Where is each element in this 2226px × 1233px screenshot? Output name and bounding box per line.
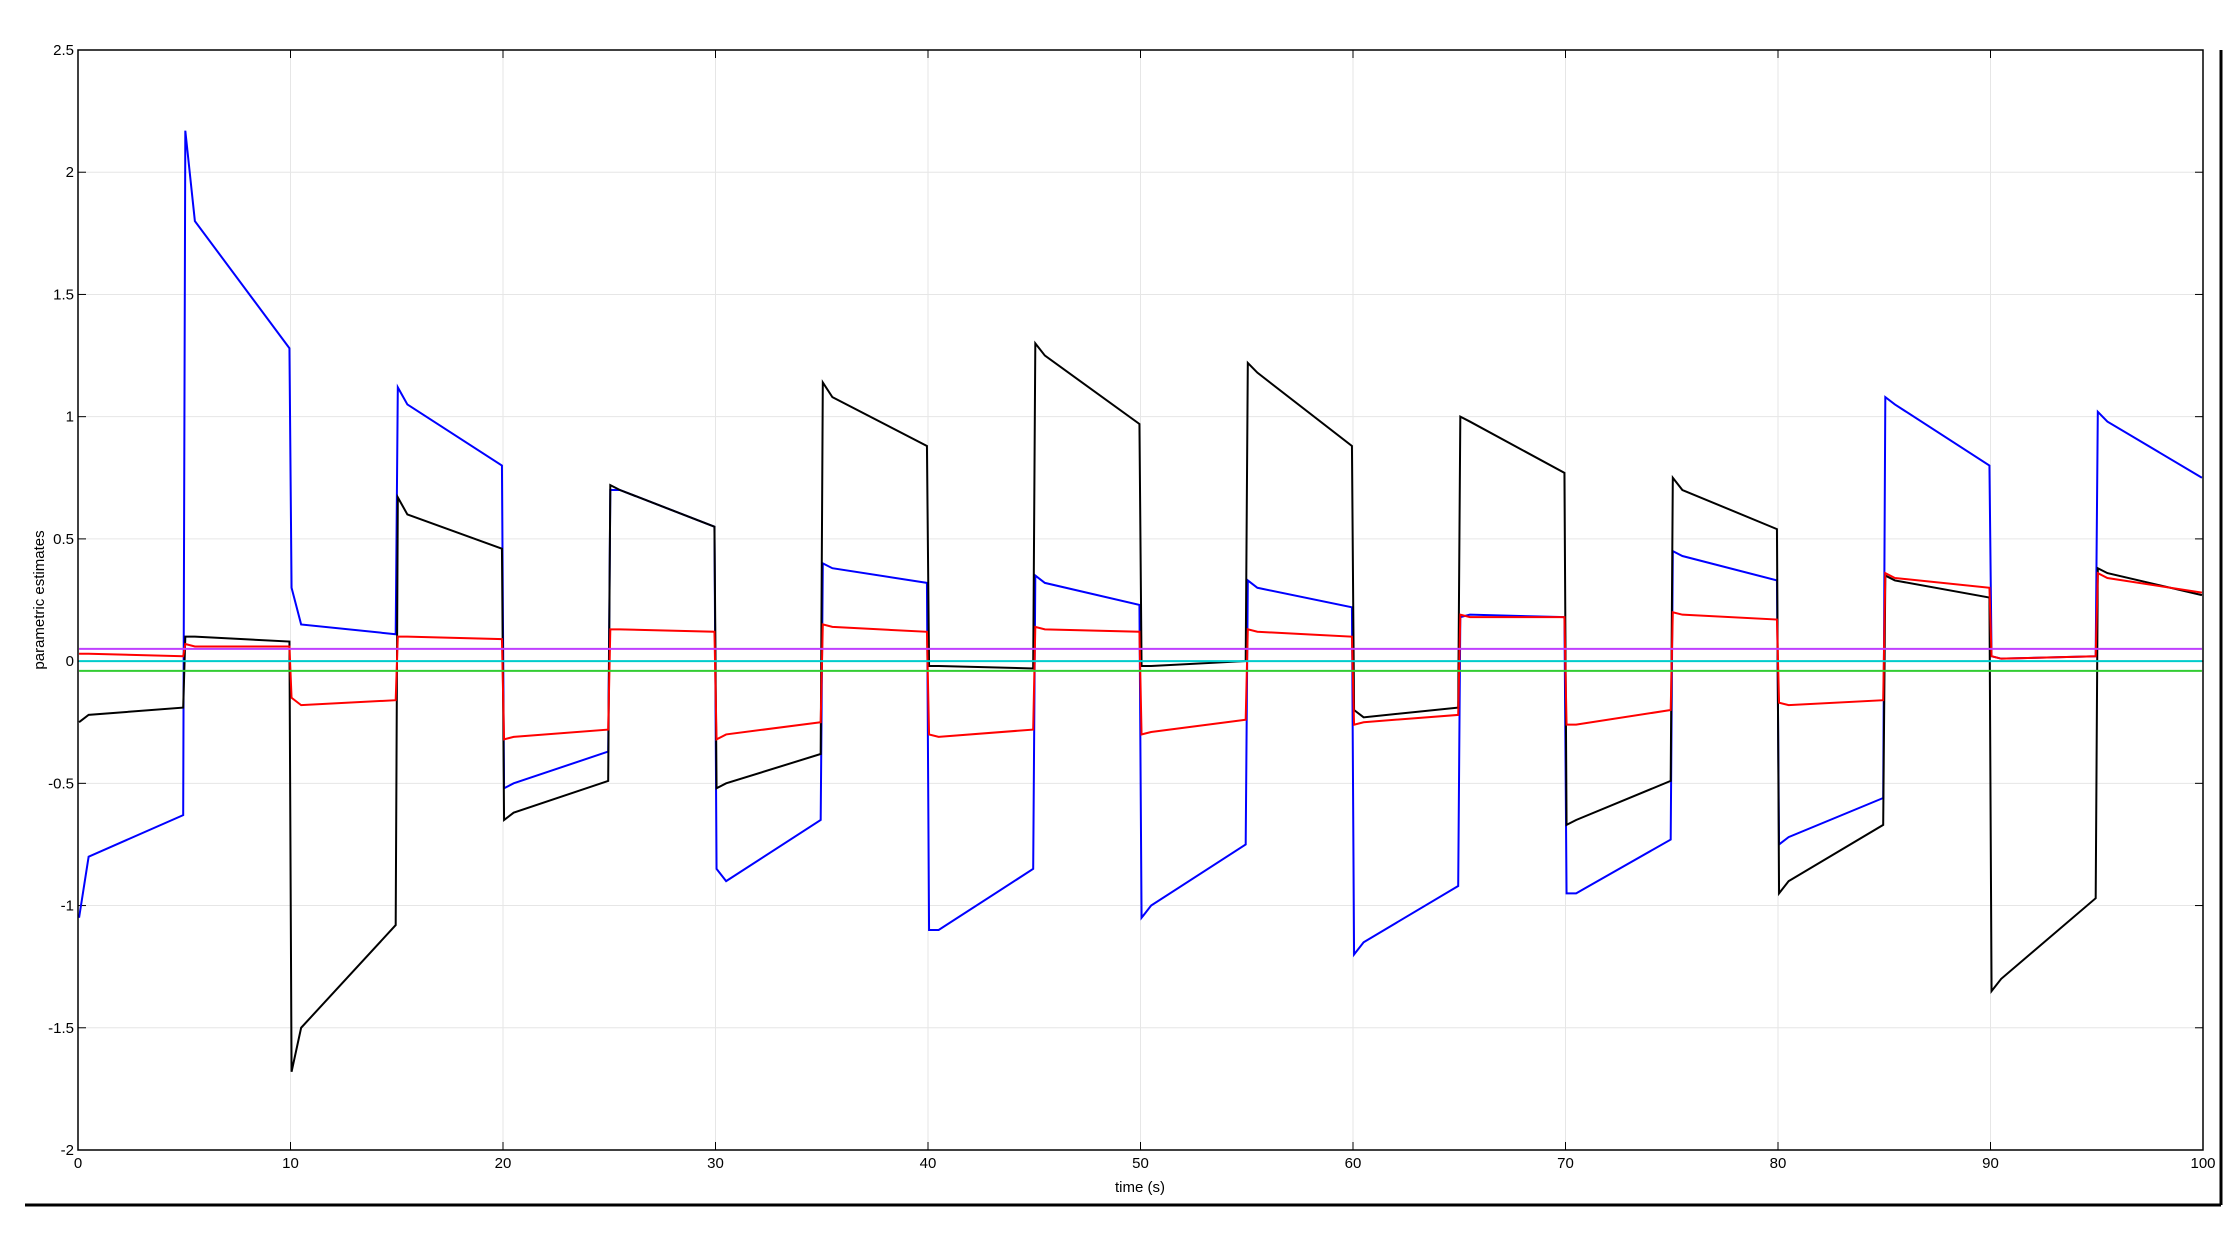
y-tick-label: 2.5: [53, 42, 74, 59]
y-tick-label: -2: [61, 1142, 74, 1159]
x-tick-label: 0: [74, 1155, 82, 1172]
x-axis-label: time (s): [1115, 1179, 1165, 1196]
plot-frame: [77, 49, 2204, 1151]
x-tick-label: 40: [920, 1155, 937, 1172]
series-line: [78, 340, 2203, 1072]
x-tick-label: 60: [1345, 1155, 1362, 1172]
y-tick-label: 2: [66, 164, 74, 181]
x-tick-label: 50: [1132, 1155, 1149, 1172]
x-tick-label: 10: [282, 1155, 299, 1172]
y-tick-label: 1.5: [53, 286, 74, 303]
x-tick-label: 20: [495, 1155, 512, 1172]
lines: [78, 130, 2203, 1072]
y-tick-label: -1: [61, 898, 74, 915]
x-tick-label: 90: [1982, 1155, 1999, 1172]
x-tick-label: 80: [1770, 1155, 1787, 1172]
x-tick-label: 70: [1557, 1155, 1574, 1172]
series-line: [79, 571, 2203, 741]
y-tick-label: 0.5: [53, 531, 74, 548]
y-axis-label: parametric estimates: [31, 530, 48, 669]
x-tick-label: 100: [2190, 1155, 2215, 1172]
series-line: [78, 130, 2203, 958]
y-tick-label: -1.5: [48, 1020, 74, 1037]
y-tick-label: 1: [66, 409, 74, 426]
y-tick-label: -0.5: [48, 775, 74, 792]
x-tick-label: 30: [707, 1155, 724, 1172]
y-tick-label: 0: [66, 653, 74, 670]
